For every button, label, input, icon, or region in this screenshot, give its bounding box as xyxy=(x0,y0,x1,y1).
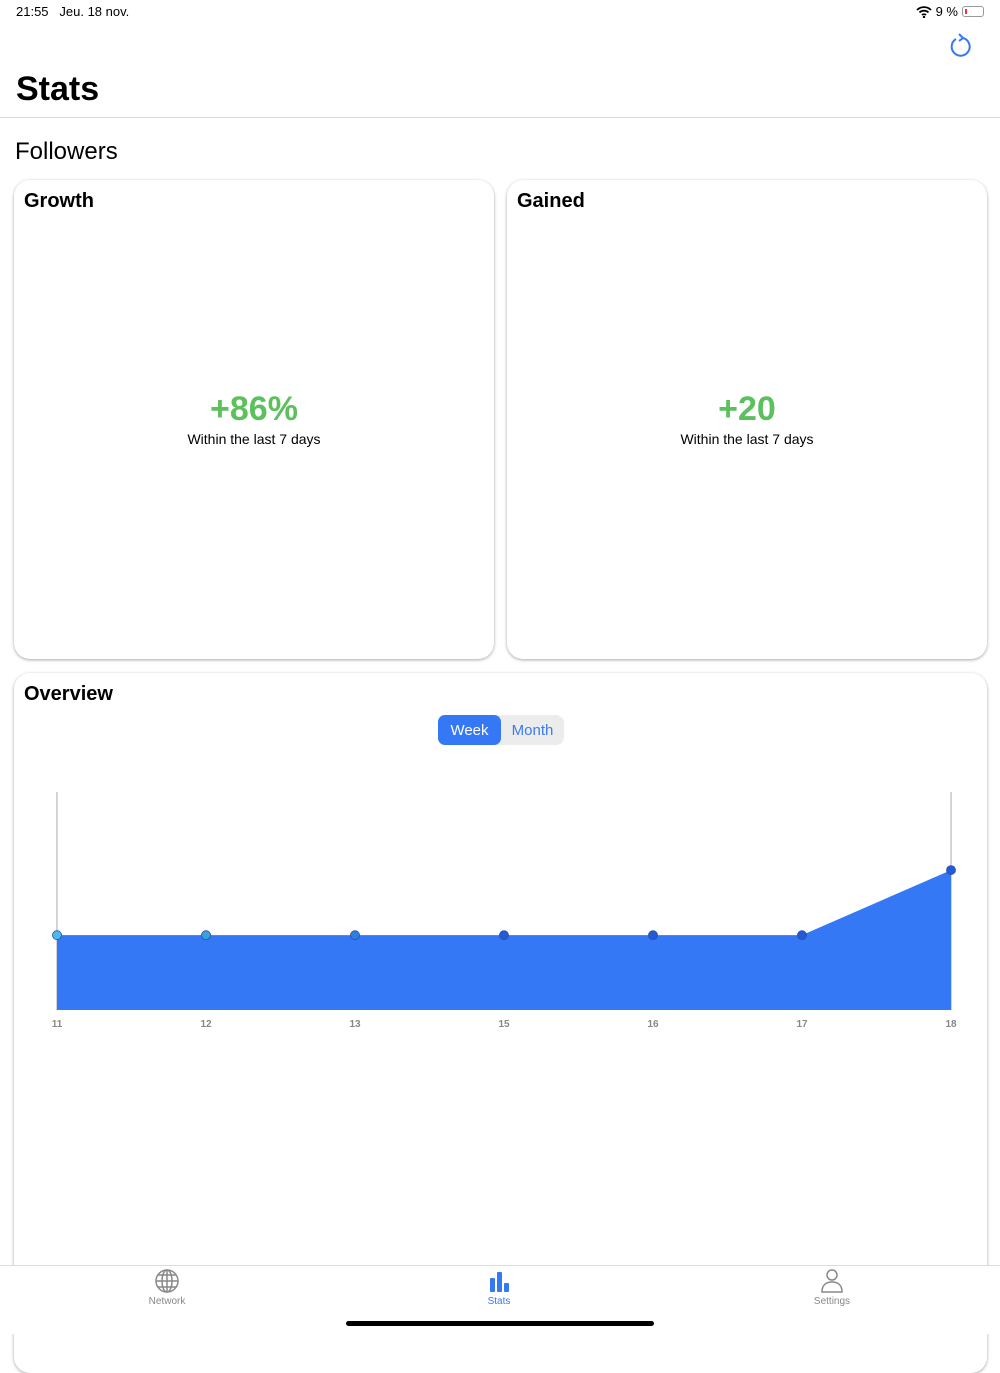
data-point xyxy=(946,865,956,875)
tab-settings[interactable]: Settings xyxy=(772,1268,892,1307)
growth-caption: Within the last 7 days xyxy=(187,431,321,447)
segment-week[interactable]: Week xyxy=(438,715,501,745)
growth-value: +86% xyxy=(210,390,298,428)
page-title: Stats xyxy=(16,70,100,108)
date: Jeu. 18 nov. xyxy=(59,4,130,19)
wifi-icon xyxy=(915,5,932,18)
growth-title: Growth xyxy=(24,190,94,212)
tab-label: Settings xyxy=(813,1296,851,1307)
battery-percent: 9 % xyxy=(935,4,958,19)
x-tick-label: 18 xyxy=(945,1019,957,1030)
x-tick-label: 17 xyxy=(796,1019,808,1030)
gained-card: Gained +20 Within the last 7 days xyxy=(507,180,987,659)
tab-stats[interactable]: Stats xyxy=(439,1268,559,1307)
data-point xyxy=(52,930,62,941)
tab-label: Stats xyxy=(487,1296,511,1307)
home-indicator xyxy=(346,1321,654,1326)
overview-card: Overview xyxy=(14,673,987,1373)
gained-caption: Within the last 7 days xyxy=(680,431,814,447)
data-point xyxy=(499,930,509,941)
x-tick-label: 15 xyxy=(498,1019,510,1030)
x-tick-label: 13 xyxy=(349,1019,361,1030)
overview-title: Overview xyxy=(24,683,113,705)
data-point xyxy=(797,930,807,941)
segment-month[interactable]: Month xyxy=(511,721,554,739)
divider xyxy=(0,117,1000,118)
globe-icon xyxy=(155,1269,179,1293)
status-right: 9 % xyxy=(915,4,984,19)
data-point xyxy=(201,930,211,941)
data-point xyxy=(350,930,360,941)
gained-title: Gained xyxy=(517,190,585,212)
bar-chart-icon xyxy=(490,1272,509,1292)
x-tick-label: 16 xyxy=(647,1019,659,1030)
overview-chart: 11 12 13 15 16 17 18 xyxy=(52,792,957,1030)
x-tick-label: 11 xyxy=(52,1019,63,1030)
status-time: 21:55 Jeu. 18 nov. xyxy=(16,4,129,19)
tab-network[interactable]: Network xyxy=(107,1268,227,1307)
x-tick-label: 12 xyxy=(200,1019,212,1030)
data-point xyxy=(648,930,658,941)
refresh-button[interactable] xyxy=(948,32,972,58)
section-title: Followers xyxy=(15,138,118,165)
battery-icon xyxy=(962,6,984,17)
tab-label: Network xyxy=(148,1296,186,1307)
growth-card: Growth +86% Within the last 7 days xyxy=(14,180,494,659)
person-icon xyxy=(821,1269,843,1293)
time: 21:55 xyxy=(16,4,49,19)
period-segmented-control[interactable]: Week Month xyxy=(438,715,564,745)
gained-value: +20 xyxy=(718,390,776,428)
